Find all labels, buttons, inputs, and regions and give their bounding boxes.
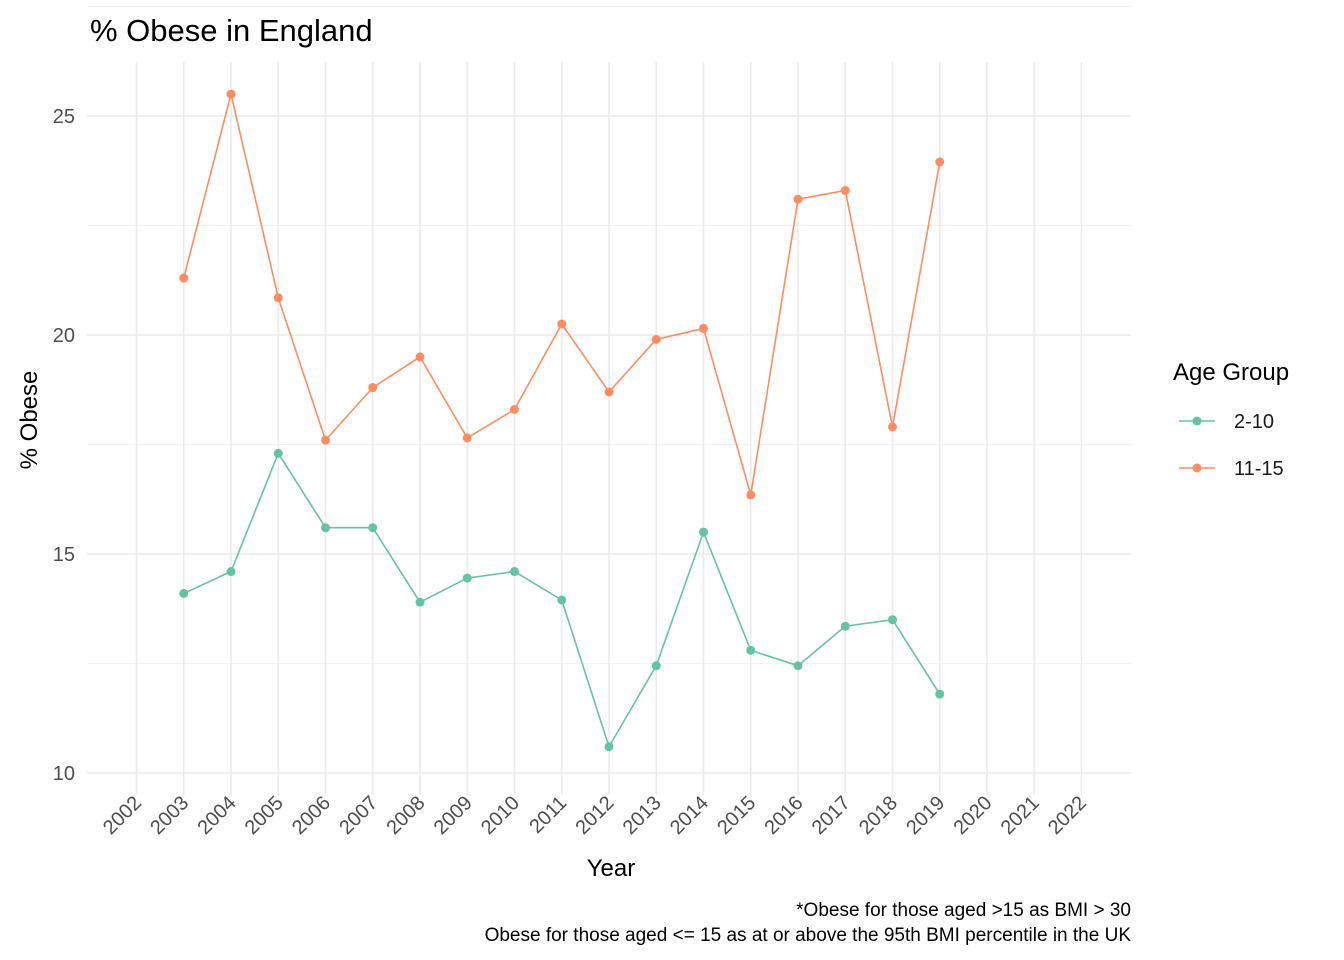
legend-key-point [1192,463,1202,473]
data-point [746,645,756,655]
data-point [510,567,519,577]
x-tick-label: 2009 [430,792,477,839]
x-tick-label: 2013 [619,792,666,839]
data-point [935,689,945,699]
data-point [651,334,661,344]
y-tick-label: 10 [53,763,75,785]
x-tick-label: 2022 [1044,792,1091,839]
data-point [699,323,708,333]
x-tick-label: 2006 [288,792,335,839]
x-tick-label: 2005 [241,792,288,839]
x-tick-label: 2015 [713,792,760,839]
data-point [462,573,472,583]
y-tick-label: 15 [53,544,75,566]
data-point [321,523,330,533]
x-axis-ticks: 2002 2003 2004 2005 2006 2007 2008 2009 2010 2011… [99,792,1091,839]
x-tick-label: 2002 [99,792,146,839]
legend-key-point [1192,416,1202,426]
x-tick-label: 2011 [525,792,571,838]
x-tick-label: 2020 [950,792,997,839]
legend-label: 11-15 [1234,458,1284,480]
data-point [510,404,519,414]
grid [87,6,1131,795]
data-point [793,194,803,204]
legend-label: 2-10 [1234,411,1274,433]
legend-title: Age Group [1173,359,1289,386]
data-point [226,567,236,577]
data-point [651,661,661,671]
data-point [415,352,425,362]
x-tick-label: 2017 [808,792,855,839]
data-point [840,621,850,631]
data-point [321,435,330,445]
data-point [368,383,378,393]
x-axis-title: Year [587,855,636,882]
data-point [935,157,945,167]
x-tick-label: 2021 [997,792,1044,839]
x-tick-label: 2019 [902,792,949,839]
data-point [604,742,614,752]
data-point [557,595,567,605]
data-point [368,523,378,533]
data-point [226,89,236,99]
data-point [179,273,189,283]
data-point [746,490,756,500]
data-point [793,661,803,671]
data-point [273,293,283,303]
data-point [604,387,614,397]
series-2-10 [179,448,945,752]
series-11-15 [179,89,945,500]
x-tick-label: 2004 [194,792,241,839]
x-tick-label: 2018 [855,792,902,839]
x-tick-label: 2016 [761,792,808,839]
y-axis-title: % Obese [16,371,43,470]
data-point [888,422,897,432]
data-point [840,185,850,195]
y-tick-label: 20 [53,325,75,347]
caption-line-2: Obese for those aged <= 15 as at or abov… [485,925,1132,946]
data-point [462,433,472,443]
data-point [699,527,708,537]
data-point [273,448,283,458]
x-tick-label: 2003 [146,792,193,839]
y-axis-ticks: 10 15 20 25 [53,106,75,785]
data-point [415,597,425,607]
x-tick-label: 2014 [666,792,713,839]
legend: Age Group 2-10 11-15 [1173,359,1289,480]
chart-title: % Obese in England [90,13,373,48]
caption-line-1: *Obese for those aged >15 as BMI > 30 [796,900,1131,921]
data-point [557,319,567,329]
data-point [888,615,897,625]
x-tick-label: 2007 [335,792,382,839]
y-tick-label: 25 [53,106,75,128]
x-tick-label: 2010 [477,792,524,839]
x-tick-label: 2008 [383,792,430,839]
x-tick-label: 2012 [572,792,619,839]
data-point [179,588,189,598]
series-layer [179,89,945,752]
